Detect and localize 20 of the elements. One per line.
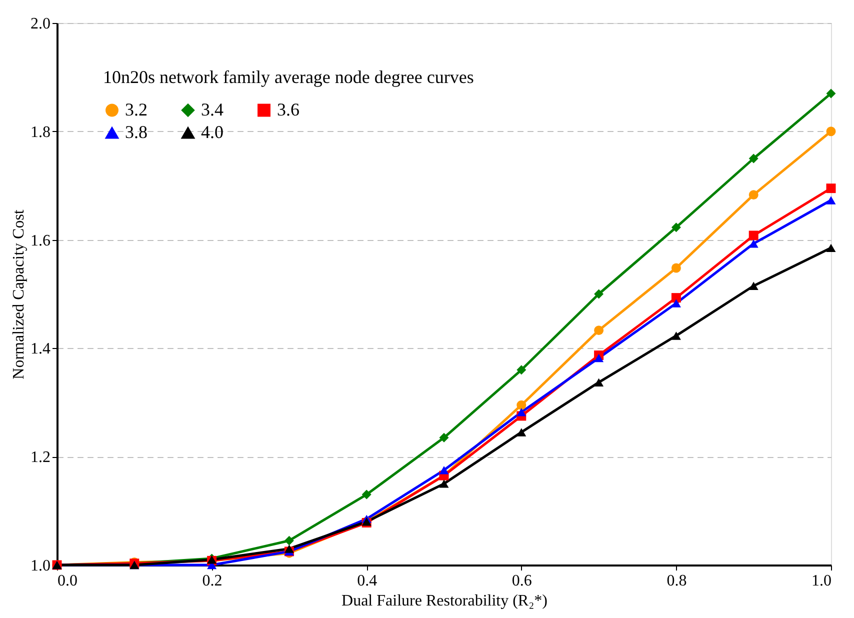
y-tick-label: 1.6	[30, 232, 50, 250]
y-tick-label: 1.8	[30, 124, 50, 141]
legend-label: 3.4	[201, 99, 224, 120]
x-tick-label: 0.6	[512, 572, 532, 590]
x-tick-label: 1.0	[812, 572, 832, 590]
legend-title: 10n20s network family average node degree curves	[103, 67, 474, 87]
y-tick-label: 1.4	[30, 340, 50, 358]
x-tick-label: 0.0	[58, 572, 78, 590]
legend-label: 3.2	[125, 99, 148, 120]
y-tick-label: 1.0	[30, 558, 50, 574]
x-axis-title: Dual Failure Restorability (R₂*)	[342, 592, 548, 610]
y-axis-title: Normalized Capacity Cost	[10, 209, 28, 380]
x-tick-label: 0.4	[357, 572, 378, 590]
y-tick-label: 1.2	[30, 449, 50, 466]
legend-label: 3.6	[277, 99, 300, 120]
x-tick-label: 0.8	[666, 572, 687, 590]
y-tick-label: 2.0	[30, 16, 50, 32]
legend-label: 4.0	[201, 122, 224, 142]
x-tick-label: 0.2	[202, 572, 222, 590]
legend-label: 3.8	[125, 122, 148, 142]
